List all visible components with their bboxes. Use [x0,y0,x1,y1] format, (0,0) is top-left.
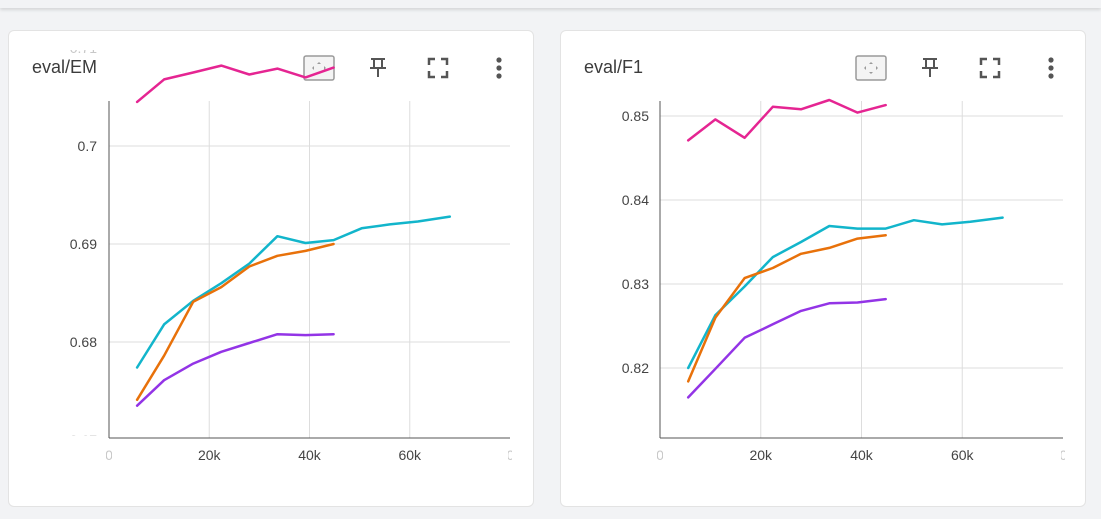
fit-domain-icon [855,55,887,81]
y-tick-label: 0.7 [78,138,98,154]
y-tick-label: 0.68 [70,334,97,350]
line-chart: 0 20k 40k 60k 80k 0.82 0.83 0.84 0.85 [622,98,1076,463]
x-tick-label: 40k [298,447,322,463]
y-tick-label: 0.82 [622,360,649,376]
x-tick-label: 20k [749,447,773,463]
fullscreen-button[interactable] [421,53,455,83]
series-line [686,234,887,383]
y-tick-label: 0.84 [622,192,649,208]
x-tick-label: 20k [198,447,222,463]
series-line [135,215,452,369]
series-line [686,297,887,399]
x-tick-label: 60k [951,447,975,463]
series-line [686,216,1004,370]
y-tick-label: 0.85 [622,108,649,124]
more-vert-icon [1048,57,1054,79]
x-tick-label: 60k [398,447,422,463]
y-tick-label: 0.71 [70,40,97,56]
more-options-button[interactable] [1034,53,1068,83]
more-options-button[interactable] [482,53,516,83]
pin-button[interactable] [913,53,947,83]
fit-domain-button[interactable] [854,53,888,83]
chart-title: eval/F1 [584,57,644,77]
y-tick-label: 0.69 [70,236,97,252]
y-tick-label: 0.83 [622,276,649,292]
fullscreen-icon [979,57,1001,79]
x-tick-label: 80k [1052,447,1076,463]
series-line [686,98,887,142]
chart-title: eval/EM [32,57,98,77]
x-tick-label: 40k [850,447,874,463]
line-chart: 0 20k 40k 60k 80k 0.67 0.68 0.69 0.7 0.71 [70,40,523,463]
series-line [135,242,335,402]
series-line [135,64,335,104]
top-app-bar [0,0,1101,8]
x-tick-label: 0 [656,447,664,463]
pin-icon [922,58,938,77]
chart-card-eval-em: eval/EM 0 20k 40k 60k 80k 0.67 0.68 0.69 0.7 0.71 [8,30,534,507]
y-tick-label: 0.67 [70,432,97,448]
series-line [135,332,335,407]
fullscreen-icon [427,57,449,79]
more-vert-icon [496,57,502,79]
fullscreen-button[interactable] [973,53,1007,83]
pin-icon [370,58,386,77]
x-tick-label: 80k [499,447,523,463]
x-tick-label: 0 [105,447,113,463]
chart-card-eval-f1: eval/F1 0 20k 40k 60k 80k 0.82 0.83 0.84 0.85 [560,30,1086,507]
pin-button[interactable] [361,53,395,83]
